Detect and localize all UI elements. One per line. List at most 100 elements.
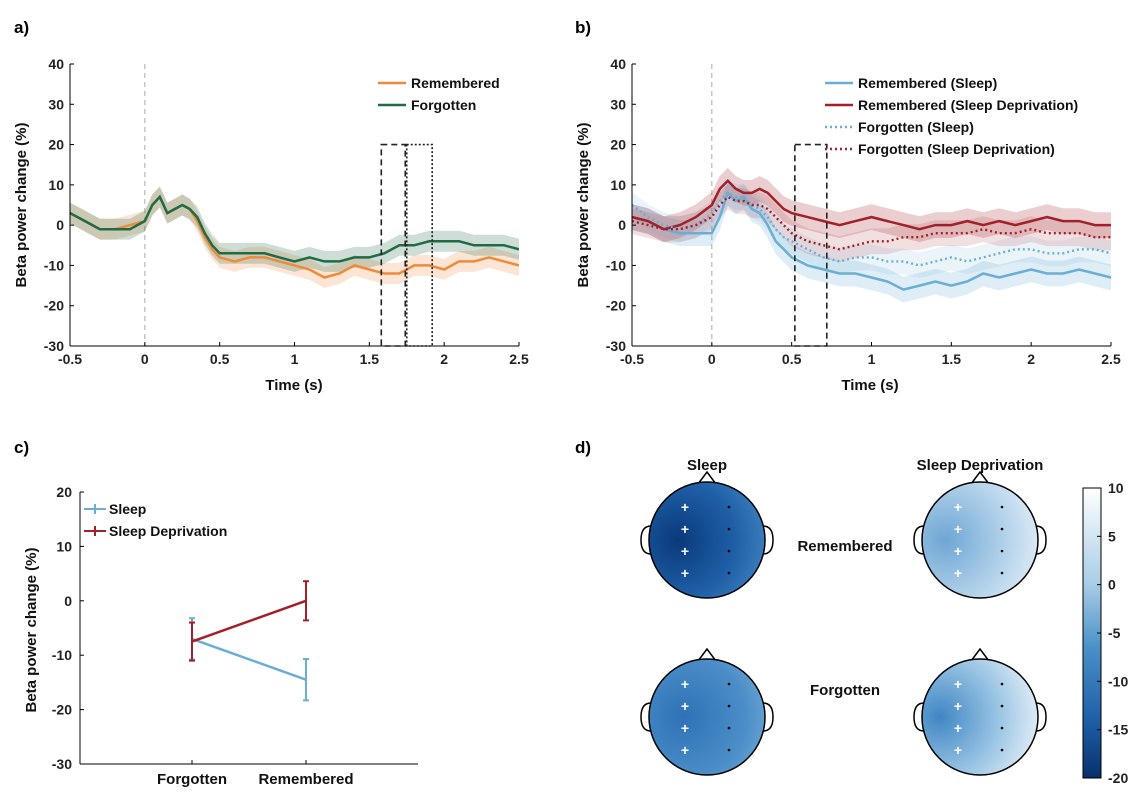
x-tick-label: 2 — [1027, 351, 1035, 367]
electrode-dot — [1000, 571, 1004, 575]
electrode-dot — [1000, 726, 1004, 730]
head-nose — [697, 470, 717, 485]
y-tick-label: -30 — [606, 338, 626, 354]
topomap-column-title-sleep-deprivation: Sleep Deprivation — [917, 457, 1044, 474]
y-tick-label: -20 — [606, 298, 626, 314]
x-tick-label: 1.5 — [942, 351, 962, 367]
y-tick-label: -10 — [52, 647, 72, 663]
panel-b-axes: 40 30 20 10 0 -10 -20 -30-0.5 0 0.5 1 1.5 2 2.5 — [606, 56, 1121, 367]
y-tick-label: 0 — [64, 593, 72, 609]
electrode-dot — [727, 704, 731, 708]
topomap-row-title-remembered: Remembered — [797, 538, 892, 555]
head-right-ear — [1035, 525, 1047, 555]
legend-label: Forgotten (Sleep) — [858, 119, 974, 135]
series-line — [191, 599, 307, 643]
y-tick-label: 10 — [610, 177, 626, 193]
topomap-column-title-sleep: Sleep — [687, 457, 727, 474]
legend-label: Forgotten — [411, 97, 476, 113]
x-tick-label: -0.5 — [58, 351, 82, 367]
legend-label: Sleep — [109, 501, 146, 517]
topomap-head: + + + + — [913, 647, 1047, 776]
x-tick-label: 0.5 — [782, 351, 802, 367]
colorbar-tick-label: -5 — [1108, 625, 1121, 641]
significant-electrode-marker: + — [954, 543, 962, 559]
x-tick-label: 2.5 — [1101, 351, 1121, 367]
series-error-band — [70, 186, 519, 272]
colorbar-tick-label: 0 — [1108, 577, 1116, 593]
head-scalp-map — [921, 658, 1039, 776]
series-error-band — [632, 180, 1111, 279]
x-tick-label: 2.5 — [509, 351, 529, 367]
significant-electrode-marker: + — [954, 565, 962, 581]
y-tick-label: -30 — [44, 338, 64, 354]
panel-a: a) 40 30 20 10 0 -10 -20 -30-0.5 0 0.5 1 1.5 2 2.5 Re… — [13, 18, 529, 394]
y-tick-label: 0 — [618, 217, 626, 233]
electrode-dot — [1000, 505, 1004, 509]
electrode-dot — [727, 571, 731, 575]
significant-electrode-marker: + — [681, 742, 689, 758]
significant-electrode-marker: + — [681, 521, 689, 537]
head-scalp-map — [921, 481, 1039, 599]
series-line — [632, 179, 1111, 231]
legend-label: Sleep Deprivation — [109, 523, 227, 539]
x-tick-label: 1 — [291, 351, 299, 367]
significant-electrode-marker: + — [954, 676, 962, 692]
x-tick-label: 0 — [141, 351, 149, 367]
series-error-band — [70, 186, 519, 288]
electrode-dot — [727, 527, 731, 531]
y-tick-label: -10 — [606, 257, 626, 273]
y-tick-label: 20 — [56, 484, 72, 500]
significant-electrode-marker: + — [681, 565, 689, 581]
series-error-band — [632, 180, 1111, 303]
colorbar-tick-label: -15 — [1108, 722, 1128, 738]
panel-d-tag: d) — [575, 438, 591, 457]
y-tick-label: -10 — [44, 257, 64, 273]
significant-electrode-marker: + — [954, 499, 962, 515]
panel-b: b) 40 30 20 10 0 -10 -20 -30-0.5 0 0.5 1 1.5 2 2.5 Re… — [575, 18, 1121, 394]
panel-a-xlabel: Time (s) — [265, 377, 322, 394]
panel-a-ylabel: Beta power change (%) — [13, 122, 30, 287]
panel-a-tag: a) — [14, 18, 29, 37]
colorbar-tick-label: -20 — [1108, 770, 1128, 786]
x-tick-label: 2 — [440, 351, 448, 367]
head-left-ear — [640, 702, 652, 732]
electrode-dot — [1000, 682, 1004, 686]
head-right-ear — [762, 702, 774, 732]
series-line — [191, 637, 307, 681]
electrode-dot — [1000, 527, 1004, 531]
electrode-dot — [1000, 549, 1004, 553]
colorbar-tick-label: 5 — [1108, 528, 1116, 544]
significant-electrode-marker: + — [954, 698, 962, 714]
legend-label: Forgotten (Sleep Deprivation) — [858, 141, 1055, 157]
panel-b-legend: Remembered (Sleep) Remembered (Sleep Depr… — [825, 75, 1078, 157]
electrode-dot — [1000, 704, 1004, 708]
panel-c: c) 20 10 0 -10 -20 -30 Forgotten Remembered Sle… — [14, 438, 418, 788]
y-tick-label: 20 — [610, 137, 626, 153]
significant-electrode-marker: + — [681, 720, 689, 736]
panel-c-tag: c) — [14, 438, 29, 457]
panel-b-xlabel: Time (s) — [841, 377, 898, 394]
y-tick-label: -30 — [52, 756, 72, 772]
colorbar-ticks: 10 5 0 -5 -10 -15 -20 — [1097, 480, 1128, 786]
head-left-ear — [913, 702, 925, 732]
legend-label: Remembered (Sleep) — [858, 75, 997, 91]
significant-electrode-marker: + — [954, 742, 962, 758]
panel-c-ylabel: Beta power change (%) — [23, 547, 40, 712]
panel-b-ylabel: Beta power change (%) — [575, 122, 592, 287]
y-tick-label: 30 — [610, 96, 626, 112]
dotted-window-rect — [405, 143, 433, 347]
panel-c-legend: Sleep Sleep Deprivation — [84, 501, 227, 539]
colorbar-tick-label: 10 — [1108, 480, 1124, 496]
panel-b-plot-area — [632, 64, 1111, 346]
significant-electrode-marker: + — [954, 521, 962, 537]
y-tick-label: -20 — [52, 702, 72, 718]
y-tick-label: 0 — [56, 217, 64, 233]
head-right-ear — [762, 525, 774, 555]
head-left-ear — [640, 525, 652, 555]
y-tick-label: 30 — [48, 96, 64, 112]
x-tick-label: 0 — [708, 351, 716, 367]
electrode-dot — [727, 748, 731, 752]
electrode-dot — [1000, 748, 1004, 752]
x-tick-label: 1 — [868, 351, 876, 367]
